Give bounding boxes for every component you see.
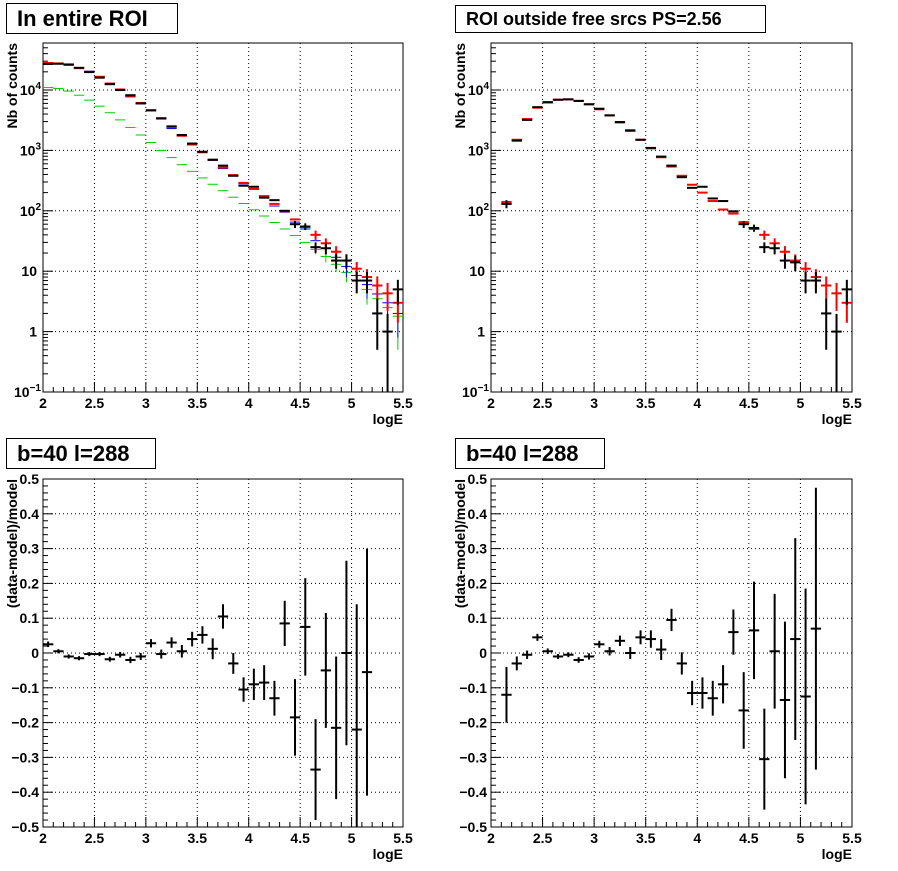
x-tick-label: 5.5: [393, 395, 413, 411]
x-tick-label: 3: [142, 395, 150, 411]
y-tick-label: −0.5: [459, 819, 487, 835]
x-tick-label: 4: [245, 395, 253, 411]
x-tick-label: 2.5: [85, 395, 105, 411]
y-tick-label: 1: [29, 324, 37, 340]
x-tick-label: 4: [693, 830, 701, 846]
y-axis-label: (data-model)/model: [4, 479, 20, 608]
x-tick-label: 3.5: [188, 395, 208, 411]
y-tick-label: 0: [479, 645, 487, 661]
y-tick-label: −0.4: [459, 784, 487, 800]
y-tick-label: 103: [468, 141, 490, 158]
y-axis-label: Nb of counts: [4, 43, 20, 129]
x-tick-label: 4.5: [739, 830, 759, 846]
y-tick-label: −0.4: [11, 784, 39, 800]
x-tick-label: 2.5: [533, 830, 553, 846]
panel-title-p3: b=40 l=288: [6, 438, 156, 469]
x-tick-label: 4.5: [290, 395, 310, 411]
x-tick-label: 5: [348, 830, 356, 846]
y-tick-label: 104: [20, 81, 42, 98]
y-tick-label: 103: [20, 141, 42, 158]
x-tick-label: 4.5: [290, 830, 310, 846]
y-tick-label: −0.3: [459, 749, 487, 765]
y-tick-label: −0.3: [11, 749, 39, 765]
x-tick-label: 2: [487, 395, 495, 411]
y-tick-label: 0.5: [20, 471, 40, 487]
x-tick-label: 3.5: [636, 830, 656, 846]
series-blue: [43, 62, 403, 338]
y-tick-label: 0.4: [468, 506, 488, 522]
x-axis-label: logE: [822, 846, 852, 862]
y-tick-label: 10: [21, 263, 37, 279]
y-tick-label: 0.1: [468, 610, 488, 626]
series-green: [43, 87, 403, 350]
x-tick-label: 3: [142, 830, 150, 846]
y-tick-label: −0.1: [11, 680, 39, 696]
y-tick-label: 0.3: [20, 541, 40, 557]
x-tick-label: 5.5: [842, 395, 862, 411]
x-tick-label: 2: [39, 830, 47, 846]
y-tick-label: 0.2: [20, 575, 40, 591]
x-tick-label: 5: [348, 395, 356, 411]
y-tick-label: −0.5: [11, 819, 39, 835]
panel-title-p2: ROI outside free srcs PS=2.56: [455, 5, 766, 33]
plot-frame: [490, 478, 853, 828]
x-tick-label: 4.5: [739, 395, 759, 411]
y-tick-label: 10−1: [14, 383, 41, 400]
y-tick-label: 0.1: [20, 610, 40, 626]
panel-title-p1: In entire ROI: [6, 3, 178, 34]
y-tick-label: 0.3: [468, 541, 488, 557]
series-model: [43, 61, 403, 323]
y-tick-label: 102: [468, 202, 490, 219]
series-data: [501, 98, 852, 392]
plot-p3: 2 2.5 3 3.5 4 4.5 5 5.5 −0.5 −0.4 −0.3 −0.2 −0.1 0 0.1…: [4, 471, 413, 862]
x-tick-label: 2: [39, 395, 47, 411]
series-data: [501, 487, 822, 810]
x-tick-label: 2.5: [533, 395, 553, 411]
panel-title-p4: b=40 l=288: [455, 438, 605, 469]
y-axis-label: (data-model)/model: [452, 479, 468, 608]
x-axis-label: logE: [822, 411, 852, 427]
series-data: [43, 548, 373, 827]
x-tick-label: 5: [797, 830, 805, 846]
x-tick-label: 3.5: [636, 395, 656, 411]
x-tick-label: 3: [590, 395, 598, 411]
plot-p1: 2 2.5 3 3.5 4 4.5 5 5.5 10−1 1 10 102 103 104 logE Nb o…: [4, 42, 413, 427]
y-tick-label: 102: [20, 202, 42, 219]
x-tick-label: 3.5: [188, 830, 208, 846]
x-tick-label: 5.5: [393, 830, 413, 846]
plot-frame: [490, 42, 853, 393]
x-axis-label: logE: [373, 846, 403, 862]
series-data: [43, 62, 403, 392]
y-tick-label: −0.2: [11, 715, 39, 731]
y-tick-label: −0.1: [459, 680, 487, 696]
y-tick-label: 10−1: [462, 383, 489, 400]
x-tick-label: 4: [693, 395, 701, 411]
y-tick-label: 10: [469, 263, 485, 279]
y-tick-label: 104: [468, 81, 490, 98]
x-tick-label: 2.5: [85, 830, 105, 846]
y-tick-label: −0.2: [459, 715, 487, 731]
plot-frame: [42, 478, 404, 828]
x-tick-label: 4: [245, 830, 253, 846]
x-tick-label: 5.5: [842, 830, 862, 846]
y-tick-label: 1: [477, 324, 485, 340]
x-axis-label: logE: [373, 411, 403, 427]
plot-frame: [42, 42, 404, 393]
y-axis-label: Nb of counts: [452, 43, 468, 129]
y-tick-label: 0.4: [20, 506, 40, 522]
x-tick-label: 3: [590, 830, 598, 846]
y-tick-label: 0.5: [468, 471, 488, 487]
x-tick-label: 5: [797, 395, 805, 411]
y-tick-label: 0.2: [468, 575, 488, 591]
y-tick-label: 0: [31, 645, 39, 661]
plot-p2: 2 2.5 3 3.5 4 4.5 5 5.5 10−1 1 10 102 103 104 logE Nb o…: [452, 42, 862, 427]
plot-p4: 2 2.5 3 3.5 4 4.5 5 5.5 −0.5 −0.4 −0.3 −0.2 −0.1 0 0.1…: [452, 471, 862, 862]
x-tick-label: 2: [487, 830, 495, 846]
